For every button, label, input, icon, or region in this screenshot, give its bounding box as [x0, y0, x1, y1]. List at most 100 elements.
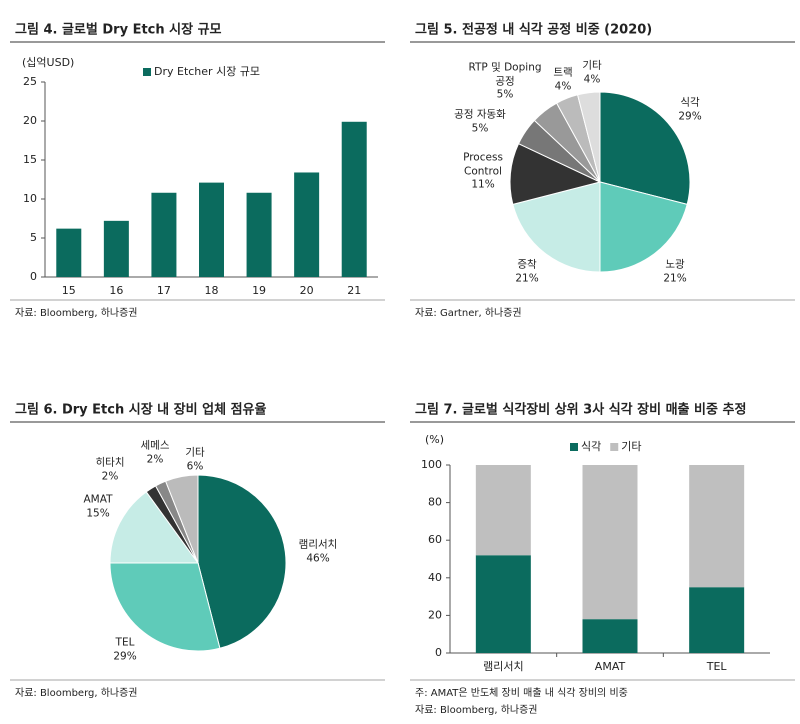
- legend-label: Dry Etcher 시장 규모: [154, 65, 260, 78]
- x-tick-label: TEL: [706, 660, 728, 673]
- slice-name: 식각: [680, 96, 700, 109]
- legend-label: 기타: [621, 440, 641, 453]
- source: 자료: Bloomberg, 하나증권: [15, 306, 138, 319]
- bar: [56, 228, 82, 277]
- slice-value: 4%: [554, 80, 572, 92]
- y-tick-label: 5: [30, 231, 37, 244]
- y-axis-label: (십억USD): [22, 56, 74, 69]
- bar: [246, 192, 272, 277]
- bar: [199, 182, 224, 277]
- chart-title: 그림 7. 글로벌 식각장비 상위 3사 식각 장비 매출 비중 추정: [415, 402, 746, 418]
- chart-title: 그림 5. 전공정 내 식각 공정 비중 (2020): [415, 22, 652, 38]
- pie-label: TEL 29%: [105, 636, 145, 663]
- pie-label: Process Control 11%: [448, 152, 518, 193]
- legend-swatch: [610, 443, 619, 451]
- pie-slice: [512, 181, 601, 273]
- x-tick-label: 20: [300, 284, 314, 297]
- slice-value: 4%: [583, 73, 601, 85]
- slice-name: 증착: [517, 258, 537, 271]
- x-tick-label: 21: [347, 284, 361, 297]
- slice-value: 46%: [306, 552, 330, 564]
- pie-slice: [197, 474, 287, 649]
- slice-name: 공정 자동화: [454, 108, 506, 121]
- x-tick-label: 램리서치: [483, 660, 523, 673]
- y-tick-label: 80: [428, 496, 442, 509]
- y-tick-label: 40: [428, 571, 442, 584]
- bar: [582, 619, 638, 653]
- x-tick-label: 17: [157, 284, 171, 297]
- pie-slice: [577, 91, 601, 183]
- chart-title: 그림 6. Dry Etch 시장 내 장비 업체 점유율: [15, 402, 266, 418]
- slice-name: AMAT: [83, 493, 113, 506]
- slice-name: 기타: [185, 446, 205, 459]
- pie-label: 기타 6%: [175, 446, 215, 473]
- y-tick-label: 20: [428, 608, 442, 621]
- y-tick-label: 60: [428, 533, 442, 546]
- slice-name: 기타: [582, 59, 602, 72]
- pie-label: 히타치 2%: [90, 456, 130, 483]
- bar: [294, 172, 320, 277]
- chart-title: 그림 4. 글로벌 Dry Etch 시장 규모: [15, 22, 222, 38]
- slice-value: 21%: [515, 272, 539, 284]
- legend-swatch: [570, 443, 578, 451]
- bar: [151, 192, 177, 277]
- y-tick-label: 20: [23, 114, 37, 127]
- slice-value: 21%: [663, 272, 687, 284]
- bar: [689, 587, 745, 653]
- pie-label: 노광 21%: [655, 258, 695, 285]
- slice-value: 11%: [471, 178, 495, 191]
- bar: [103, 220, 129, 277]
- pie-slice: [164, 474, 199, 564]
- slice-value: 5%: [471, 122, 489, 134]
- pie-label: 램리서치 46%: [288, 538, 348, 565]
- slice-name: 세메스: [140, 439, 170, 452]
- slice-name: Process Control: [463, 151, 503, 178]
- y-tick-label: 100: [421, 458, 442, 471]
- bar: [475, 555, 531, 653]
- pie-slice: [109, 562, 221, 652]
- pie-slice: [599, 91, 691, 205]
- slice-name: 트랙: [553, 66, 573, 79]
- source: 자료: Gartner, 하나증권: [415, 306, 522, 319]
- legend-label: 식각: [581, 440, 601, 453]
- y-tick-label: 0: [435, 646, 442, 659]
- pie-label: 트랙 4%: [543, 66, 583, 93]
- bar: [475, 465, 531, 556]
- x-tick-label: 19: [252, 284, 266, 297]
- y-tick-label: 10: [23, 192, 37, 205]
- bar: [582, 465, 638, 620]
- slice-value: 2%: [146, 453, 164, 465]
- pie-slice: [599, 181, 688, 273]
- pie-label: 증착 21%: [507, 258, 547, 285]
- slice-name: 노광: [665, 258, 685, 271]
- pie-slice: [109, 491, 199, 564]
- slice-value: 29%: [113, 650, 137, 662]
- x-tick-label: AMAT: [595, 660, 626, 673]
- bar: [689, 465, 745, 588]
- pie-label: 공정 자동화 5%: [445, 108, 515, 135]
- x-tick-label: 18: [205, 284, 219, 297]
- x-tick-label: 15: [62, 284, 76, 297]
- x-tick-label: 16: [109, 284, 123, 297]
- slice-value: 6%: [186, 460, 204, 472]
- pie-label: AMAT 15%: [78, 493, 118, 520]
- slice-value: 2%: [101, 470, 119, 482]
- y-axis-label: (%): [425, 433, 444, 446]
- slice-value: 5%: [496, 88, 514, 101]
- source: 자료: Bloomberg, 하나증권: [15, 686, 138, 699]
- note: 주: AMAT은 반도체 장비 매출 내 식각 장비의 비중: [415, 687, 628, 699]
- y-tick-label: 0: [30, 270, 37, 283]
- pie-label: 세메스 2%: [135, 439, 175, 466]
- y-tick-label: 25: [23, 75, 37, 88]
- slice-name: RTP 및 Doping 공정: [468, 61, 542, 88]
- pie-label: 식각 29%: [670, 96, 710, 123]
- pie-label: 기타 4%: [572, 59, 612, 86]
- y-tick-label: 15: [23, 153, 37, 166]
- slice-name: 램리서치: [298, 538, 338, 551]
- slice-value: 29%: [678, 110, 702, 122]
- slice-value: 15%: [86, 507, 110, 519]
- pie-label: RTP 및 Doping 공정 5%: [465, 62, 545, 103]
- slice-name: TEL: [115, 636, 135, 649]
